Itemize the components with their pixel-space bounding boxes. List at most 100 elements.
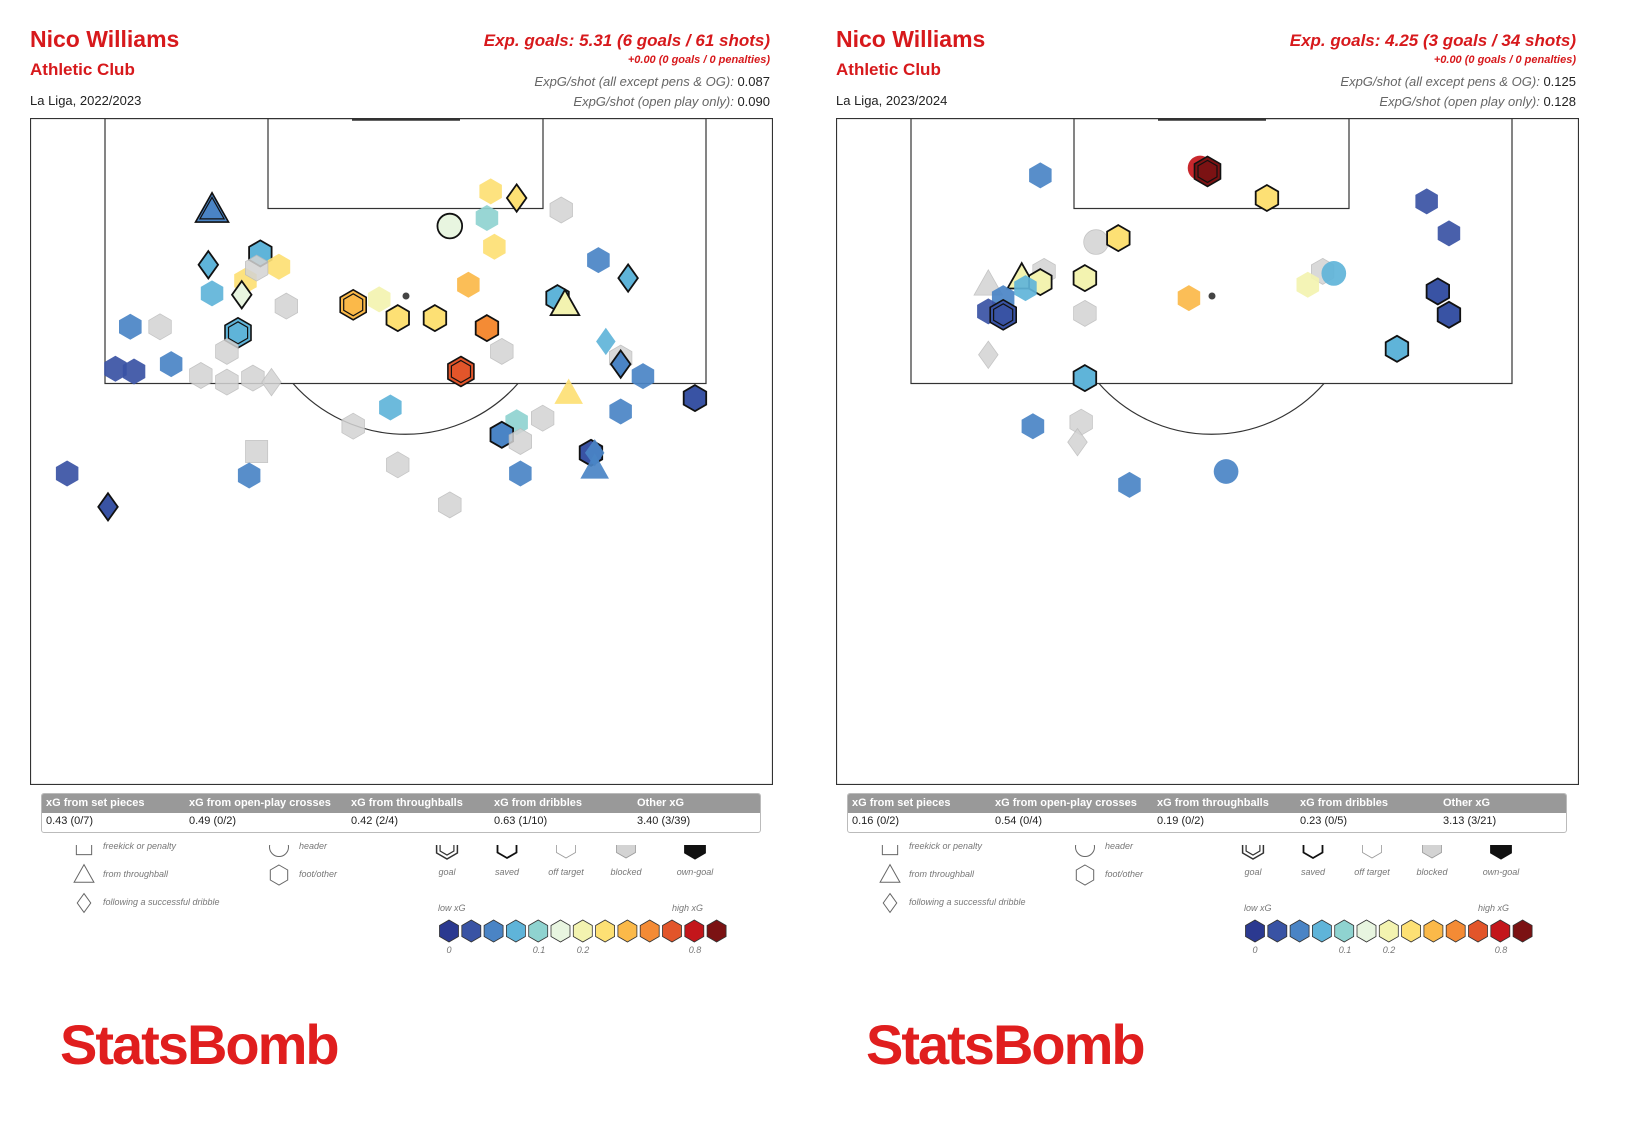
xg-other-value: 3.13 (3/21)	[1443, 815, 1497, 827]
xg-scale-swatch	[1490, 919, 1511, 943]
xg-scale-swatch	[439, 919, 459, 943]
shot-off-target-marker	[596, 327, 616, 356]
shot-saved-marker	[1106, 224, 1131, 253]
player-name: Nico Williams	[836, 26, 986, 52]
xg-dribbles-value: 0.63 (1/10)	[494, 815, 548, 827]
shot-off-target-marker	[554, 378, 583, 404]
pitch	[30, 118, 773, 785]
xg-scale-swatch	[1245, 919, 1265, 943]
shot-goal-marker	[198, 196, 226, 220]
shot-blocked-marker	[341, 412, 365, 440]
shot-off-target-marker	[483, 233, 506, 260]
legend-tick-0-1: 0.1	[1338, 945, 1352, 955]
shot-blocked-marker	[245, 440, 269, 463]
shot-off-target-marker	[1415, 188, 1438, 215]
pitch-outline	[30, 118, 773, 785]
xg-scale-swatch	[1311, 919, 1332, 943]
xg-crosses-value: 0.49 (0/2)	[189, 815, 237, 827]
xg-scale-swatch	[1512, 919, 1533, 943]
xg-throughballs-value: 0.19 (0/2)	[1157, 815, 1205, 827]
legend-label-blocked: blocked	[610, 867, 642, 877]
panel-header: Nico Williams Athletic Club La Liga, 202…	[836, 0, 1576, 110]
legend-symbols	[879, 845, 1533, 943]
legend-label-saved: saved	[1300, 867, 1326, 877]
pitch-outline	[836, 118, 1579, 785]
shot-off-target-marker	[1118, 471, 1141, 498]
hexagon-icon	[1075, 864, 1095, 886]
shot-off-target-marker	[1213, 459, 1239, 484]
shot-blocked-marker	[973, 268, 1004, 296]
hex-goal-inner-icon	[439, 845, 455, 856]
shot-off-target-marker	[509, 460, 532, 487]
shot-off-target-marker	[368, 286, 391, 313]
triangle-icon	[879, 863, 901, 883]
xg-per-shot-all-value: 0.125	[1543, 74, 1576, 89]
hex-off-target-icon	[556, 845, 576, 859]
shot-map-panel-2022: Nico Williams Athletic Club La Liga, 202…	[0, 0, 800, 1125]
shot-goal-marker	[227, 321, 249, 345]
xg-scale-swatch	[483, 919, 504, 943]
penalties-summary: +0.00 (0 goals / 0 penalties)	[1433, 54, 1576, 66]
team-name: Athletic Club	[836, 60, 941, 79]
shot-blocked-marker	[148, 313, 172, 341]
diamond-icon	[76, 892, 92, 914]
shot-off-target-marker	[1296, 271, 1320, 298]
xg-per-shot-open-play-label: ExpG/shot (open play only):	[1379, 94, 1540, 109]
statsbomb-logo: StatsBomb	[866, 1013, 1146, 1076]
legend-symbols	[73, 845, 727, 943]
shot-off-target-marker	[104, 355, 127, 382]
pitch-svg	[836, 118, 1579, 785]
legend-label-goal: goal	[1244, 867, 1262, 877]
shot-saved-marker	[474, 314, 500, 343]
shot-blocked-marker	[549, 196, 573, 224]
xg-scale-swatch	[1289, 919, 1310, 943]
shot-off-target-marker	[379, 394, 402, 421]
shot-blocked-marker	[386, 451, 410, 479]
xg-per-shot-open-play-label: ExpG/shot (open play only):	[573, 94, 734, 109]
shot-saved-marker	[1072, 364, 1098, 393]
hex-own-goal-icon	[1490, 845, 1512, 860]
legend-label-header: header	[1105, 841, 1134, 851]
shot-saved-marker	[230, 279, 253, 310]
player-name: Nico Williams	[30, 26, 180, 52]
xg-set-pieces-value: 0.16 (0/2)	[852, 815, 900, 827]
shot-blocked-marker	[1083, 229, 1109, 255]
shot-saved-marker	[682, 384, 708, 413]
shots-layer	[55, 178, 708, 523]
shot-blocked-marker	[438, 491, 462, 519]
xg-other-header: Other xG	[637, 797, 685, 809]
xg-per-shot-open-play: ExpG/shot (open play only): 0.128	[1379, 94, 1576, 109]
legend-label-saved: saved	[494, 867, 520, 877]
legend-label-own-goal: own-goal	[1482, 867, 1520, 877]
legend-tick-0-2: 0.2	[576, 945, 590, 955]
xg-scale-swatch	[528, 919, 549, 943]
xg-scale-swatch	[550, 919, 571, 943]
shot-off-target-marker	[267, 253, 291, 280]
hex-own-goal-icon	[684, 845, 706, 860]
shot-off-target-marker	[609, 398, 632, 425]
shot-saved-marker	[609, 348, 632, 380]
competition-season: La Liga, 2022/2023	[30, 93, 142, 108]
xg-set-pieces-value: 0.43 (0/7)	[46, 815, 94, 827]
legend-low-xg: low xG	[1244, 903, 1272, 913]
xg-scale-swatch	[505, 919, 526, 943]
hex-goal-icon	[1241, 845, 1265, 860]
xg-scale-swatch	[684, 919, 705, 943]
legend-tick-0: 0	[1252, 945, 1258, 955]
xg-per-shot-all-label: ExpG/shot (all except pens & OG):	[534, 74, 734, 89]
xg-per-shot-all-label: ExpG/shot (all except pens & OG):	[1340, 74, 1540, 89]
legend-label-foot: foot/other	[1105, 869, 1144, 879]
xg-scale-swatch	[1267, 919, 1288, 943]
shot-goal-marker	[450, 359, 472, 384]
legend-label-off-target: off target	[548, 867, 584, 877]
shot-blocked-marker	[215, 368, 239, 396]
shot-saved-marker	[489, 420, 515, 449]
xg-throughballs-header: xG from throughballs	[1157, 797, 1269, 809]
xg-scale-swatch	[617, 919, 638, 943]
penalties-summary: +0.00 (0 goals / 0 penalties)	[627, 54, 770, 66]
shot-off-target-marker	[200, 280, 224, 307]
xg-crosses-header: xG from open-play crosses	[189, 797, 331, 809]
xg-scale-swatch	[1423, 919, 1444, 943]
xg-breakdown-table: xG from set pieces xG from open-play cro…	[847, 793, 1567, 833]
legend-label-dribble: following a successful dribble	[103, 897, 220, 907]
